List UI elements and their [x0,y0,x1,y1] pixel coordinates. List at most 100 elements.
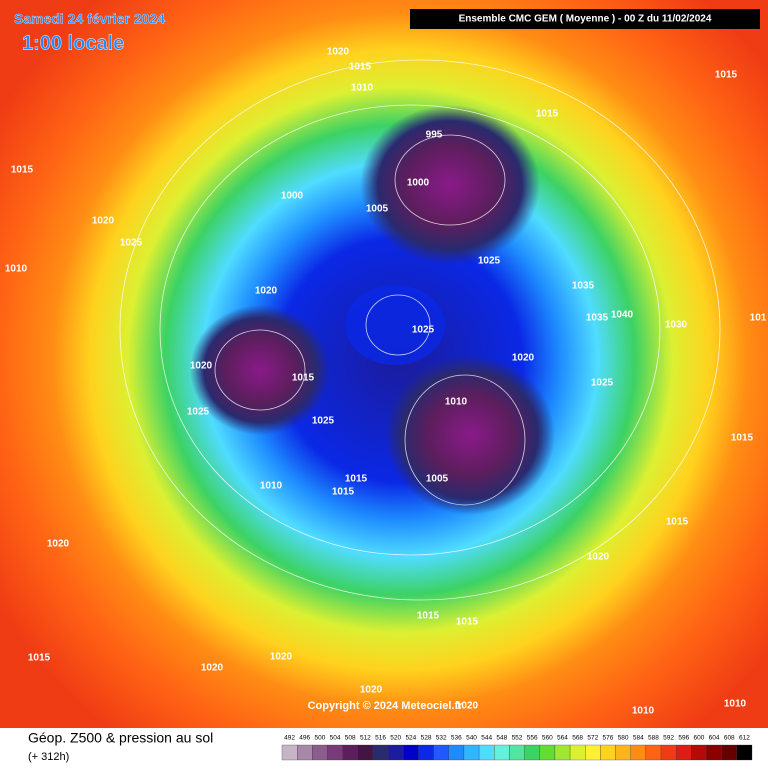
isobar-label: 1025 [412,325,435,336]
footer-lead: (+ 312h) [28,751,69,763]
isobar-label: 1020 [587,552,610,563]
legend-swatch [312,744,328,761]
legend-label: 508 [345,735,356,742]
legend-swatch [403,744,419,761]
isobar-lines [119,59,721,601]
legend-label: 544 [481,735,492,742]
legend-label: 592 [663,735,674,742]
legend-label: 500 [314,735,325,742]
legend-swatch [615,744,631,761]
legend-label: 512 [360,735,371,742]
low-area [385,355,555,515]
isobar-label: 1035 [572,281,595,292]
isobar-label: 1005 [426,474,449,485]
legend-swatch [706,744,722,761]
isobar-label: 1010 [260,481,283,492]
isobar-label: 1025 [478,256,501,267]
isobar-label: 1000 [281,191,304,202]
isobar-label: 995 [426,130,443,141]
legend-label: 576 [603,735,614,742]
legend-label: 548 [496,735,507,742]
legend-swatch [585,744,601,761]
isobar-label: 1035 [586,313,609,324]
legend-swatch [418,744,434,761]
low-area [360,105,540,265]
legend-swatch [463,744,480,761]
legend-label: 552 [512,735,523,742]
legend-swatch [600,744,616,761]
legend-swatch [554,744,571,761]
legend-swatch [691,744,707,761]
isobar-label: 1015 [28,653,51,664]
isobar-label: 1020 [255,286,278,297]
legend-label: 516 [375,735,386,742]
isobar-label: 1015 [536,109,559,120]
legend-swatch [645,744,662,761]
low-area [190,305,330,435]
legend-swatch [660,744,677,761]
copyright: Copyright © 2024 Meteociel.fr [308,700,464,712]
legend-swatch [297,744,313,761]
isobar-label: 1015 [349,62,372,73]
legend-label: 496 [299,735,310,742]
isobar-label: 1030 [665,320,688,331]
isobar-label: 1015 [715,70,738,81]
isobar-label: 1020 [270,652,293,663]
isobar-label: 1020 [190,361,213,372]
isobar-label: 1020 [201,663,224,674]
time-label: 1:00 locale [22,32,124,54]
legend-label: 588 [648,735,659,742]
legend-label: 520 [390,735,401,742]
legend-label: 580 [618,735,629,742]
isobar-label: 1040 [611,310,634,321]
legend-label: 524 [405,735,416,742]
legend-label: 612 [739,735,750,742]
legend-swatch [494,744,510,761]
legend-label: 564 [557,735,568,742]
legend-label: 528 [421,735,432,742]
legend-label: 560 [542,735,553,742]
legend-label: 572 [587,735,598,742]
legend-label: 568 [572,735,583,742]
legend-swatch [539,744,556,761]
isobar-label: 1005 [366,204,389,215]
isobar-label: 1020 [327,47,350,58]
legend-swatch [372,744,389,761]
legend-label: 604 [709,735,720,742]
legend-swatch [327,744,343,761]
legend-label: 504 [330,735,341,742]
isobar-label: 1015 [417,611,440,622]
model-box [410,9,760,29]
isobar-label: 1010 [351,83,374,94]
isobar-label: 1015 [456,617,479,628]
isobar-label: 1010 [632,706,655,717]
legend-swatch [524,744,540,761]
isobar-label: 1000 [407,178,430,189]
isobar-label: 1015 [11,165,34,176]
low-area [345,285,445,365]
isobar-label: 1025 [312,416,335,427]
legend-label: 608 [724,735,735,742]
date-label: Samedi 24 février 2024 [14,11,165,27]
isobar-label: 101 [750,313,767,324]
isobar-label: 1020 [512,353,535,364]
legend-label: 584 [633,735,644,742]
isobar-label: 1015 [332,487,355,498]
isobar-label: 1020 [360,685,383,696]
legend-swatch [509,744,525,761]
legend-label: 556 [527,735,538,742]
isobar-label: 1025 [120,238,143,249]
isobar-label: 1010 [445,397,468,408]
legend-label: 540 [466,735,477,742]
isobar-label: 1015 [345,474,368,485]
legend-swatch [342,744,358,761]
isobar-label: 1010 [5,264,28,275]
legend-label: 536 [451,735,462,742]
legend-swatch [387,744,404,761]
legend-label: 532 [436,735,447,742]
legend-swatch [676,744,692,761]
isobar-label: 1015 [292,373,315,384]
legend-label: 600 [694,735,705,742]
isobar-label: 1020 [47,539,70,550]
